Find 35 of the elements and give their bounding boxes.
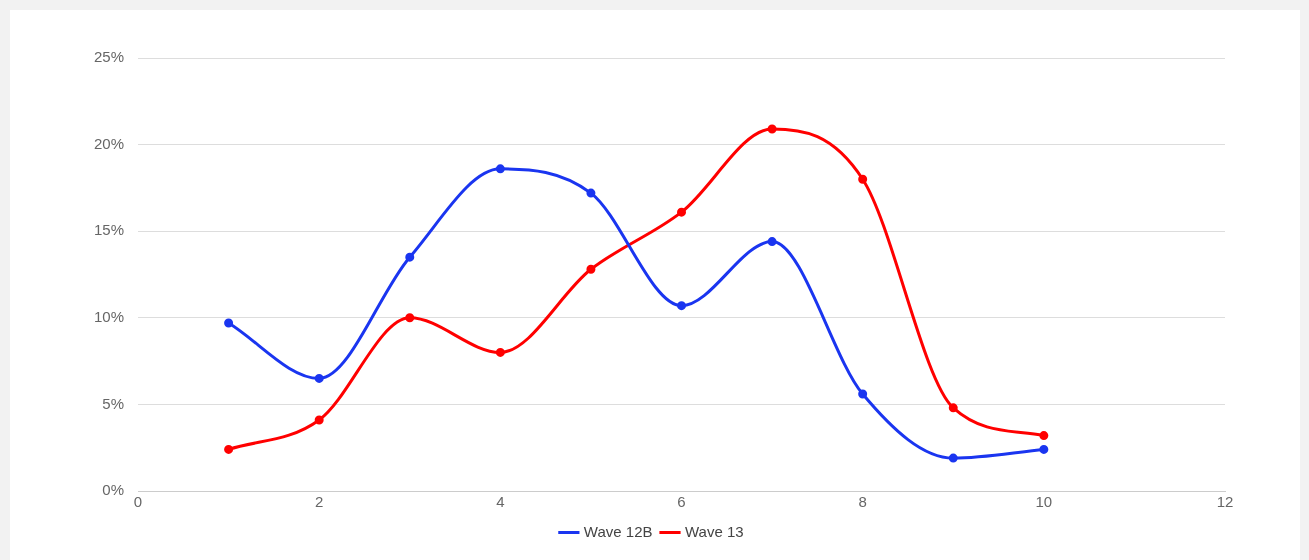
x-tick-label: 8	[858, 493, 867, 511]
point	[224, 318, 234, 328]
point	[858, 174, 868, 184]
y-tick-label: 5%	[102, 394, 125, 412]
point	[586, 264, 596, 274]
point	[767, 237, 777, 247]
point	[405, 252, 415, 262]
point	[224, 444, 234, 454]
legend-label: Wave 12B	[583, 522, 653, 540]
x-tick-label: 6	[677, 493, 686, 511]
y-tick-label: 20%	[93, 134, 125, 152]
point	[586, 188, 596, 198]
y-tick-label: 0%	[102, 481, 125, 499]
point	[405, 313, 415, 323]
x-tick-label: 2	[315, 493, 324, 511]
point	[495, 347, 505, 357]
point	[948, 403, 958, 413]
point	[1039, 431, 1049, 441]
point	[495, 164, 505, 174]
y-tick-label: 10%	[93, 307, 125, 325]
x-tick-label: 4	[496, 493, 505, 511]
point	[767, 124, 777, 134]
y-tick-label: 25%	[93, 48, 125, 66]
legend-label: Wave 13	[685, 522, 744, 540]
point	[858, 389, 868, 399]
x-tick-label: 12	[1216, 493, 1234, 511]
point	[1039, 444, 1049, 454]
point	[677, 301, 687, 311]
x-tick-label: 0	[133, 493, 143, 511]
point	[314, 415, 324, 425]
y-tick-label: 15%	[93, 221, 125, 239]
point	[314, 373, 324, 383]
point	[948, 453, 958, 463]
x-tick-label: 10	[1035, 493, 1053, 511]
point	[677, 207, 687, 217]
